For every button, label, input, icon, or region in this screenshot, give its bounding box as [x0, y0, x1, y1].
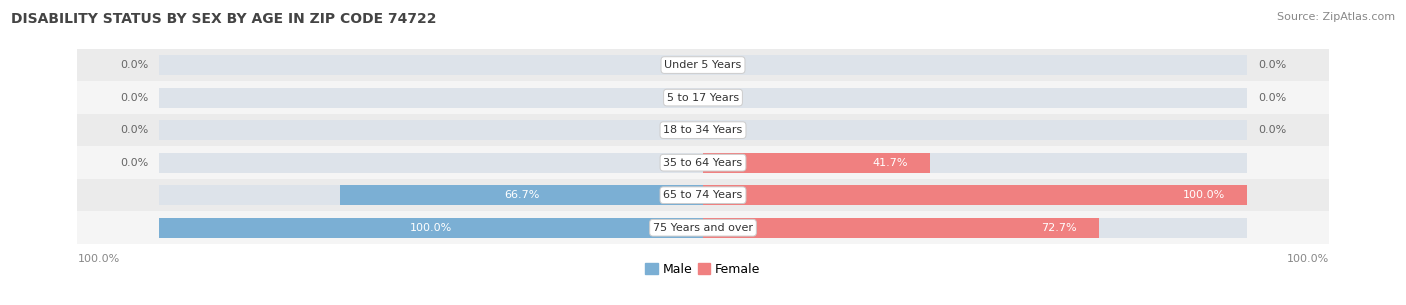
Text: 0.0%: 0.0% [120, 60, 148, 70]
Bar [77, 211, 1329, 244]
Text: 100.0%: 100.0% [1182, 190, 1225, 200]
Bar [703, 185, 1247, 205]
Legend: Male, Female: Male, Female [641, 258, 765, 281]
Text: DISABILITY STATUS BY SEX BY AGE IN ZIP CODE 74722: DISABILITY STATUS BY SEX BY AGE IN ZIP C… [11, 12, 437, 26]
Text: 100.0%: 100.0% [409, 223, 453, 233]
Text: Under 5 Years: Under 5 Years [665, 60, 741, 70]
Text: 5 to 17 Years: 5 to 17 Years [666, 93, 740, 102]
Bar [159, 120, 703, 140]
Text: 0.0%: 0.0% [120, 93, 148, 102]
Text: 65 to 74 Years: 65 to 74 Years [664, 190, 742, 200]
Bar [340, 185, 703, 205]
Text: Source: ZipAtlas.com: Source: ZipAtlas.com [1277, 12, 1395, 22]
Text: 18 to 34 Years: 18 to 34 Years [664, 125, 742, 135]
Bar [703, 185, 1247, 205]
Bar [159, 55, 703, 75]
Bar [77, 81, 1329, 114]
Bar [77, 49, 1329, 81]
Text: 0.0%: 0.0% [1258, 60, 1286, 70]
Bar [703, 55, 1247, 75]
Text: 66.7%: 66.7% [503, 190, 540, 200]
Bar [159, 152, 703, 173]
Text: 35 to 64 Years: 35 to 64 Years [664, 158, 742, 168]
Text: 100.0%: 100.0% [1286, 253, 1329, 264]
Text: 75 Years and over: 75 Years and over [652, 223, 754, 233]
Bar [77, 179, 1329, 211]
Bar [77, 114, 1329, 146]
Bar [159, 88, 703, 108]
Text: 0.0%: 0.0% [120, 158, 148, 168]
Bar [77, 146, 1329, 179]
Bar [159, 218, 703, 238]
Bar [703, 152, 929, 173]
Bar [703, 88, 1247, 108]
Text: 72.7%: 72.7% [1042, 223, 1077, 233]
Bar [159, 218, 703, 238]
Text: 0.0%: 0.0% [120, 125, 148, 135]
Text: 0.0%: 0.0% [1258, 93, 1286, 102]
Bar [703, 120, 1247, 140]
Text: 100.0%: 100.0% [77, 253, 120, 264]
Bar [159, 185, 703, 205]
Bar [703, 218, 1247, 238]
Bar [703, 152, 1247, 173]
Bar [703, 218, 1098, 238]
Text: 41.7%: 41.7% [873, 158, 908, 168]
Text: 0.0%: 0.0% [1258, 125, 1286, 135]
